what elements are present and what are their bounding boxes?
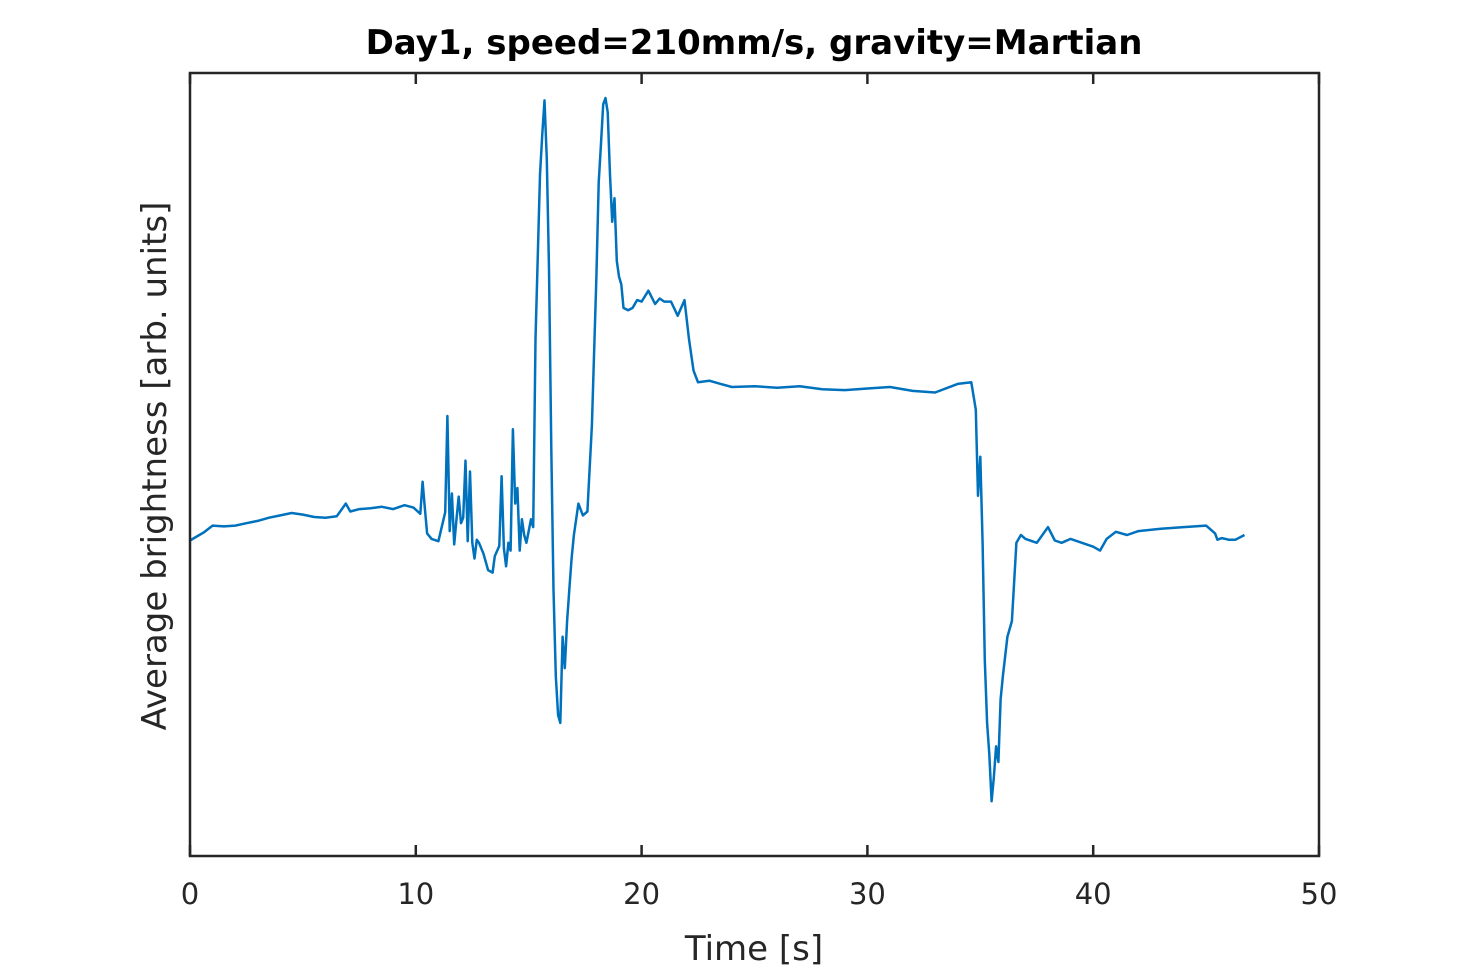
x-tick-label: 10 — [397, 877, 434, 911]
chart-title: Day1, speed=210mm/s, gravity=Martian — [366, 23, 1143, 63]
x-axis-label: Time [s] — [684, 929, 823, 969]
x-tick-label: 0 — [181, 877, 199, 911]
series-layer — [189, 96, 1246, 803]
x-tick-label: 30 — [849, 877, 886, 911]
plot-area-frame — [188, 71, 1321, 858]
x-tick-label: 20 — [623, 877, 660, 911]
series-line-1 — [189, 96, 1246, 803]
x-tick-label: 50 — [1301, 877, 1338, 911]
x-axis: 0 10 20 30 40 50 — [181, 73, 1338, 911]
x-tick-label: 40 — [1075, 877, 1112, 911]
y-axis-label: Average brightness [arb. units] — [135, 202, 175, 731]
